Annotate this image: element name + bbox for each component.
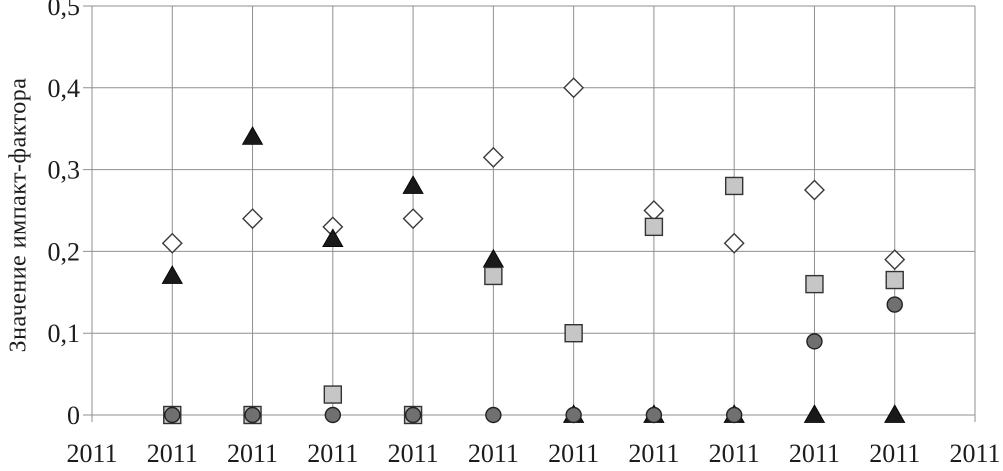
x-tick-label: 2011 xyxy=(307,439,358,468)
data-point-square xyxy=(323,385,343,404)
x-tick-label: 2011 xyxy=(147,439,198,468)
data-point-circle xyxy=(324,406,342,424)
x-tick-label: 2011 xyxy=(388,439,439,468)
y-tick-label: 0,5 xyxy=(48,0,81,21)
data-point-triangle xyxy=(161,265,183,284)
data-point-triangle xyxy=(482,248,505,268)
x-tick-label: 2011 xyxy=(548,439,599,468)
data-point-circle xyxy=(725,406,743,424)
data-point-triangle xyxy=(322,228,344,248)
data-point-circle xyxy=(806,333,823,350)
y-tick-label: 0,1 xyxy=(48,319,81,348)
data-point-triangle xyxy=(402,175,424,194)
data-point-diamond xyxy=(242,208,264,230)
data-point-diamond xyxy=(482,146,504,168)
y-tick-label: 0,4 xyxy=(48,74,81,103)
data-point-diamond xyxy=(402,208,424,230)
x-tick-label: 2011 xyxy=(468,439,519,468)
data-point-circle xyxy=(164,406,181,424)
x-tick-label: 2011 xyxy=(227,439,278,468)
data-point-circle xyxy=(565,406,582,424)
data-point-circle xyxy=(645,406,663,424)
y-tick-label: 0,3 xyxy=(48,156,81,185)
data-point-square xyxy=(885,270,904,290)
data-point-square xyxy=(644,217,664,237)
y-axis-title: Значение импакт-фактора xyxy=(5,77,32,353)
data-point-square xyxy=(724,176,744,196)
data-point-diamond xyxy=(803,179,825,201)
x-tick-label: 2011 xyxy=(709,439,760,468)
data-point-circle xyxy=(404,406,422,424)
data-point-square xyxy=(484,266,503,286)
x-tick-label: 2011 xyxy=(628,439,679,468)
data-point-diamond xyxy=(563,77,585,99)
data-point-diamond xyxy=(643,200,665,221)
x-tick-label: 2011 xyxy=(869,439,920,468)
data-point-diamond xyxy=(723,232,745,254)
data-point-diamond xyxy=(884,249,906,271)
x-tick-label: 2011 xyxy=(66,439,117,468)
data-point-diamond xyxy=(161,232,183,254)
data-point-circle xyxy=(886,296,903,313)
data-point-triangle xyxy=(241,126,264,145)
data-point-square xyxy=(564,324,583,343)
y-tick-label: 0 xyxy=(67,401,80,430)
data-point-circle xyxy=(485,406,502,424)
data-point-triangle xyxy=(884,404,906,423)
data-point-circle xyxy=(244,406,261,424)
x-tick-label: 2011 xyxy=(789,439,840,468)
y-tick-label: 0,2 xyxy=(48,237,81,266)
data-point-triangle xyxy=(803,404,826,423)
data-point-square xyxy=(805,274,824,294)
x-tick-label: 2011 xyxy=(949,439,1000,468)
